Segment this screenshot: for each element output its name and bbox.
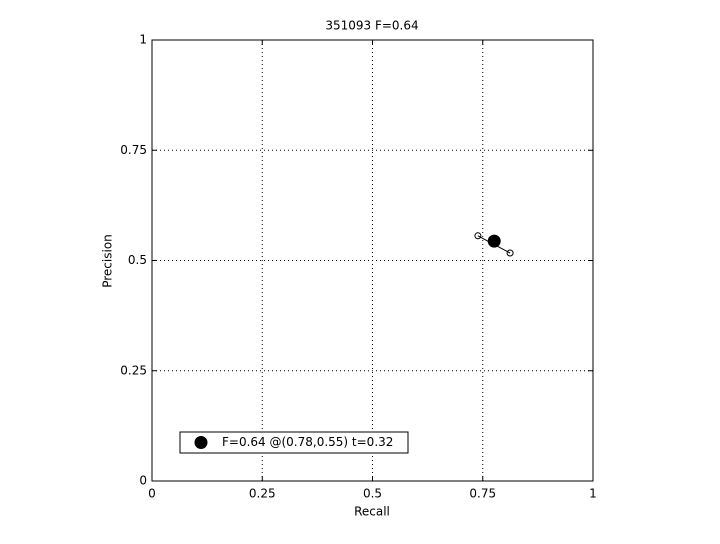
x-tick-label: 0 [148, 487, 156, 501]
y-tick-label: 0.5 [128, 253, 147, 267]
y-tick-label: 0 [139, 474, 147, 488]
point [474, 232, 482, 240]
x-tick-label: 0.5 [363, 487, 382, 501]
legend-label: F=0.64 @(0.78,0.55) t=0.32 [222, 435, 393, 449]
legend-box [179, 431, 409, 454]
x-tick-label: 0.75 [469, 487, 496, 501]
plot-frame [151, 39, 594, 482]
point [506, 249, 514, 257]
chart-title: 351093 F=0.64 [325, 19, 418, 33]
x-tick-label: 1 [589, 487, 597, 501]
y-tick-label: 1 [139, 33, 147, 47]
x-axis-label: Recall [354, 505, 390, 519]
legend-marker [194, 436, 208, 449]
y-axis-label: Precision [101, 234, 115, 288]
x-tick-label: 0.25 [249, 487, 276, 501]
y-tick-label: 0.25 [120, 363, 147, 377]
y-tick-label: 0.75 [120, 143, 147, 157]
best-point [487, 234, 501, 248]
